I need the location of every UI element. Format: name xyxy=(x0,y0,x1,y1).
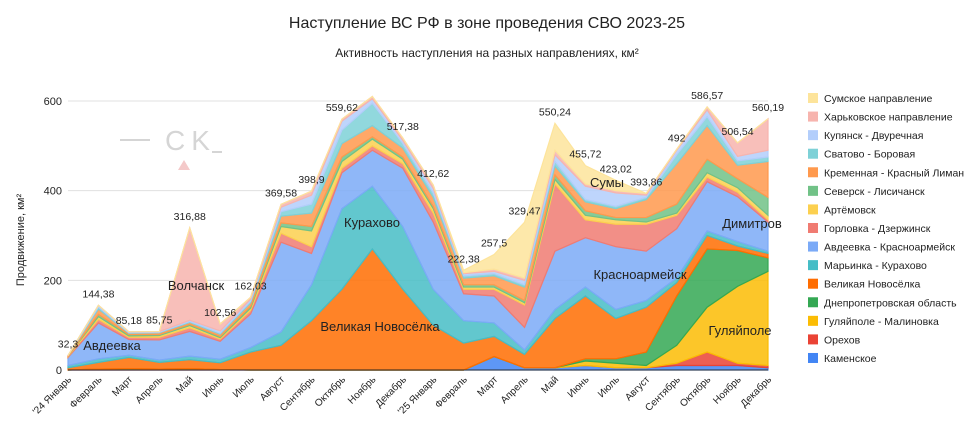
x-tick-label: Март xyxy=(110,374,135,399)
legend-swatch xyxy=(808,93,818,103)
annotation: Димитров xyxy=(722,216,782,231)
x-tick-label: Март xyxy=(476,374,501,399)
y-tick-label: 400 xyxy=(44,186,62,198)
annotation: Авдеевка xyxy=(83,338,141,353)
y-tick-label: 200 xyxy=(44,275,62,287)
legend-swatch xyxy=(808,167,818,178)
legend-label: Авдеевка - Красноармейск xyxy=(824,242,955,254)
x-tick-label: Май xyxy=(174,374,196,396)
chart-title: Наступление ВС РФ в зоне проведения СВО … xyxy=(289,15,685,32)
x-tick-label: Апрель xyxy=(134,374,166,406)
x-tick-label: Июнь xyxy=(566,374,592,400)
legend-label: Кременная - Красный Лиман xyxy=(824,167,964,179)
legend-label: Горловка - Дзержинск xyxy=(824,223,931,235)
legend-label: Харьковское направление xyxy=(824,112,953,124)
total-label: 559,62 xyxy=(326,102,358,114)
legend-label: Каменское xyxy=(824,353,877,365)
chart-subtitle: Активность наступления на разных направл… xyxy=(335,46,638,60)
total-label: 222,38 xyxy=(448,253,480,265)
total-label: 162,03 xyxy=(235,280,267,292)
legend-swatch xyxy=(808,260,818,271)
legend-swatch xyxy=(808,185,818,196)
y-axis-label: Продвижение, км² xyxy=(15,194,27,287)
legend-swatch xyxy=(808,334,818,345)
total-label: 560,19 xyxy=(752,102,784,114)
x-tick-label: Октябрь xyxy=(312,374,348,410)
total-label: 506,54 xyxy=(722,126,754,138)
total-label: 586,57 xyxy=(691,90,723,102)
legend-label: Гуляйполе - Малиновка xyxy=(824,316,939,328)
total-label: 32,3 xyxy=(58,339,79,351)
total-label: 455,72 xyxy=(569,149,601,161)
legend-swatch xyxy=(808,315,818,326)
x-tick-label: Апрель xyxy=(499,374,531,406)
total-label: 398,9 xyxy=(298,174,324,186)
legend-label: Днепропетровская область xyxy=(824,297,957,309)
x-tick-label: Февраль xyxy=(68,374,105,411)
total-label: 412,62 xyxy=(417,168,449,180)
legend-label: Сумское направление xyxy=(824,93,932,105)
annotation: Красноармейск xyxy=(593,267,686,282)
annotation: Сумы xyxy=(590,175,624,190)
x-tick-label: Август xyxy=(623,374,652,403)
legend-swatch xyxy=(808,222,818,233)
legend-swatch xyxy=(808,148,818,159)
legend-label: Великая Новосёлка xyxy=(824,279,921,291)
annotation: Волчанск xyxy=(168,278,225,293)
annotation: Гуляйполе xyxy=(708,323,771,338)
total-label: 144,38 xyxy=(82,288,114,300)
watermark-triangle xyxy=(178,160,190,170)
legend-swatch xyxy=(808,352,818,363)
total-label: 329,47 xyxy=(508,205,540,217)
legend-label: Орехов xyxy=(824,334,861,346)
legend-label: Марьинка - Курахово xyxy=(824,260,927,272)
legend-swatch xyxy=(808,111,818,122)
x-tick-label: Февраль xyxy=(433,374,470,411)
total-label: 316,88 xyxy=(174,211,206,223)
legend-swatch xyxy=(808,297,818,308)
total-label: 423,02 xyxy=(600,163,632,175)
legend-label: Купянск - Двуречная xyxy=(824,130,923,142)
y-tick-label: 0 xyxy=(56,365,62,377)
annotation: Курахово xyxy=(344,215,400,230)
annotation: Великая Новосёлка xyxy=(320,319,440,334)
x-tick-label: '24 Январь xyxy=(31,374,74,417)
total-label: 85,75 xyxy=(146,315,172,327)
total-label: 369,58 xyxy=(265,187,297,199)
total-label: 550,24 xyxy=(539,106,571,118)
legend-label: Сватово - Боровая xyxy=(824,149,915,161)
total-label: 102,56 xyxy=(204,307,236,319)
x-tick-label: Август xyxy=(258,374,287,403)
total-label: 393,86 xyxy=(630,176,662,188)
legend-swatch xyxy=(808,241,818,252)
x-tick-label: Июль xyxy=(231,374,257,400)
x-tick-label: Июнь xyxy=(201,374,227,400)
x-tick-label: Декабрь xyxy=(738,374,774,410)
legend-swatch xyxy=(808,130,818,141)
total-label: 85,18 xyxy=(116,315,142,327)
total-label: 517,38 xyxy=(387,121,419,133)
legend-label: Артёмовск xyxy=(824,204,876,216)
legend-label: Северск - Лисичанск xyxy=(824,186,925,198)
x-tick-label: Октябрь xyxy=(677,374,713,410)
total-label: 492 xyxy=(668,132,686,144)
x-tick-label: Июль xyxy=(596,374,622,400)
watermark: CK xyxy=(120,125,222,170)
x-tick-label: Май xyxy=(539,374,561,396)
legend-swatch xyxy=(808,204,818,215)
total-label: 257,5 xyxy=(481,238,507,250)
watermark-text: CK xyxy=(165,125,216,156)
legend-swatch xyxy=(808,278,818,289)
y-tick-label: 600 xyxy=(44,96,62,108)
